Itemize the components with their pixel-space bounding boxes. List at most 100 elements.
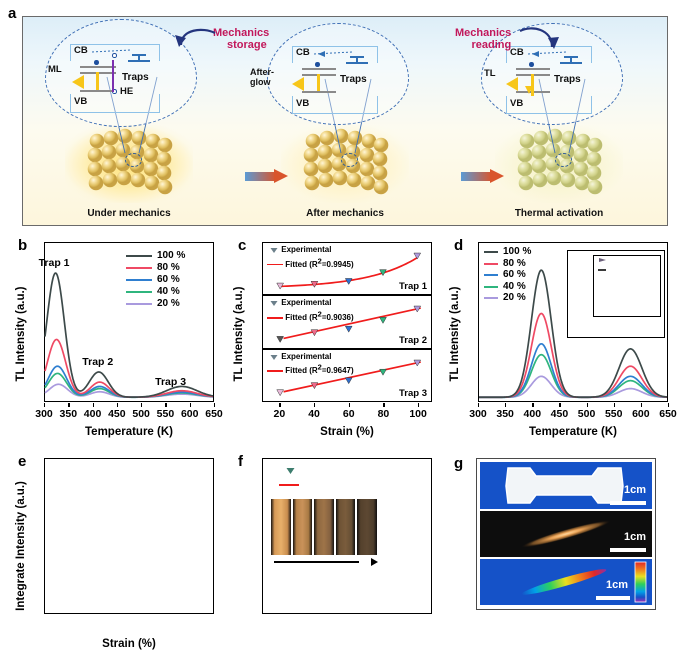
panel-b: b TL Intensity (a.u.) 300 350 400 450 500 550…: [6, 236, 223, 448]
x-tick-label: 80: [377, 408, 390, 420]
transfer-dashes-1: [91, 49, 131, 53]
flow-arrow-1: [245, 169, 289, 184]
panel-d-inset: [567, 250, 665, 338]
detrap-dashes-3: [527, 51, 567, 57]
legend-line-40: [484, 285, 498, 288]
traps-label-2: Traps: [340, 74, 367, 85]
legend-exp-text: Experimental: [281, 298, 332, 308]
legend-exp-text: Experimental: [281, 351, 332, 361]
panel-b-curves: [44, 272, 214, 399]
x-tick-label: 650: [205, 408, 223, 420]
panel-e-axes: [44, 458, 214, 614]
subplot-trap-label: Trap 2: [399, 334, 427, 346]
panel-g3-scale-bar: [596, 596, 630, 600]
x-tick: [141, 403, 143, 407]
legend-line-100: [484, 251, 498, 254]
band-diagram-bubble-1: CB VB Traps ML HE: [45, 19, 197, 127]
electron-dot-2: [315, 62, 320, 67]
legend-label: 20 %: [157, 298, 180, 309]
panel-c-label: c: [238, 237, 247, 254]
panel-a: a: [8, 6, 668, 228]
inset-fit-line-swatch: [598, 269, 606, 272]
panel-c-subplot-1: Experimental Fitted (R2=0.9945) Trap 1: [262, 242, 432, 296]
valence-band-2: [292, 96, 378, 114]
legend-label: 20 %: [503, 292, 526, 303]
legend-line-40: [126, 291, 152, 294]
subplot-legend-fitted: Fitted (R2=0.9945): [267, 256, 354, 269]
panel-c: c TL Intensity (a.u.) Experimental Fitte…: [224, 236, 436, 448]
legend-line-60: [126, 279, 152, 282]
mid-level-c1: [516, 68, 550, 71]
x-tick-label: 300: [469, 408, 487, 420]
legend-exp-text: Experimental: [281, 245, 332, 254]
legend-label: 100 %: [503, 246, 532, 257]
electron-dot-3: [529, 62, 534, 67]
panel-f-inset-caption: [271, 557, 383, 566]
panel-e-curves: [45, 459, 213, 613]
afterglow-glyph-2: [292, 77, 304, 91]
x-tick-label: 300: [35, 408, 53, 420]
stage-caption-3: Thermal activation: [514, 208, 604, 219]
subplot-legend-experimental: Experimental: [269, 298, 331, 307]
x-tick: [44, 403, 46, 407]
x-tick-label: 550: [604, 408, 623, 420]
trap-annotation: Trap 1: [38, 257, 70, 270]
subplot-plot-area: [276, 306, 422, 344]
legend-label: 40 %: [157, 286, 180, 297]
zoom-focus-circle-2: [341, 153, 358, 167]
legend-fit-text: Fitted (R2=0.9945): [285, 256, 354, 269]
conduction-band-2: [292, 46, 378, 63]
mechanics-reading-line1: Mechanics: [455, 27, 512, 39]
cb-label-1: CB: [74, 45, 88, 56]
x-tick: [559, 403, 561, 407]
subplot-legend-experimental: Experimental: [269, 352, 331, 361]
emission-arrow-2: [317, 74, 321, 91]
photo-strip-60: [314, 499, 334, 555]
x-tick: [586, 403, 588, 407]
trap-annotation: Trap 2: [82, 356, 114, 369]
x-tick-label: 600: [632, 408, 650, 420]
mechanics-storage-line1: Mechanics: [213, 27, 270, 39]
subplot-marker-icon: [270, 247, 278, 253]
panel-f: f: [224, 452, 436, 660]
flow-arrow-2: [461, 169, 505, 184]
photo-strip-40: [335, 499, 356, 555]
ml-label-1: ML: [48, 64, 62, 75]
tl-emission-glyph-3: [506, 77, 533, 94]
x-tick: [418, 403, 420, 407]
panel-c-xlabel: Strain (%): [320, 426, 374, 438]
panel-b-ylabel: TL Intensity (a.u.): [15, 286, 27, 382]
mechanoluminescence-glow: [521, 520, 611, 548]
x-tick-label: 350: [59, 408, 78, 420]
conduction-band-3: [506, 46, 592, 63]
x-tick-label: 40: [308, 408, 320, 420]
x-tick: [505, 403, 507, 407]
material-cube-3: [517, 128, 603, 197]
hole-dot-1: [112, 53, 117, 58]
valence-band-1: [70, 94, 160, 113]
subplot-marker-icon: [270, 354, 278, 360]
electron-dot-1: [94, 60, 99, 65]
inset-decay-curve: [594, 256, 660, 316]
panel-g3-scale-text: 1cm: [605, 579, 628, 591]
panel-a-label: a: [8, 5, 17, 22]
fit-swatch: [267, 316, 283, 319]
x-tick: [348, 403, 351, 407]
cb-label-2: CB: [296, 47, 310, 58]
mechanics-storage-arrow: [175, 28, 216, 47]
fit-swatch: [267, 370, 283, 373]
panel-g-label: g: [454, 455, 464, 472]
zoom-focus-circle-3: [555, 153, 572, 167]
panel-a-canvas: CB VB Traps ML HE: [22, 16, 668, 226]
x-tick: [116, 403, 119, 407]
trap-annotation: Trap 3: [155, 376, 187, 389]
x-tick-label: 550: [156, 408, 175, 420]
x-tick-label: 100: [409, 408, 427, 420]
panel-d-xlabel: Temperature (K): [529, 426, 617, 438]
panel-e: e Integrate Intensity (a.u.) Strain (%): [6, 452, 218, 660]
x-tick-label: 450: [108, 408, 126, 420]
x-tick: [383, 403, 385, 407]
mid-level-a1: [80, 66, 116, 69]
subplot-marker-icon: [270, 301, 278, 307]
excitation-arrow-1: [112, 60, 114, 92]
